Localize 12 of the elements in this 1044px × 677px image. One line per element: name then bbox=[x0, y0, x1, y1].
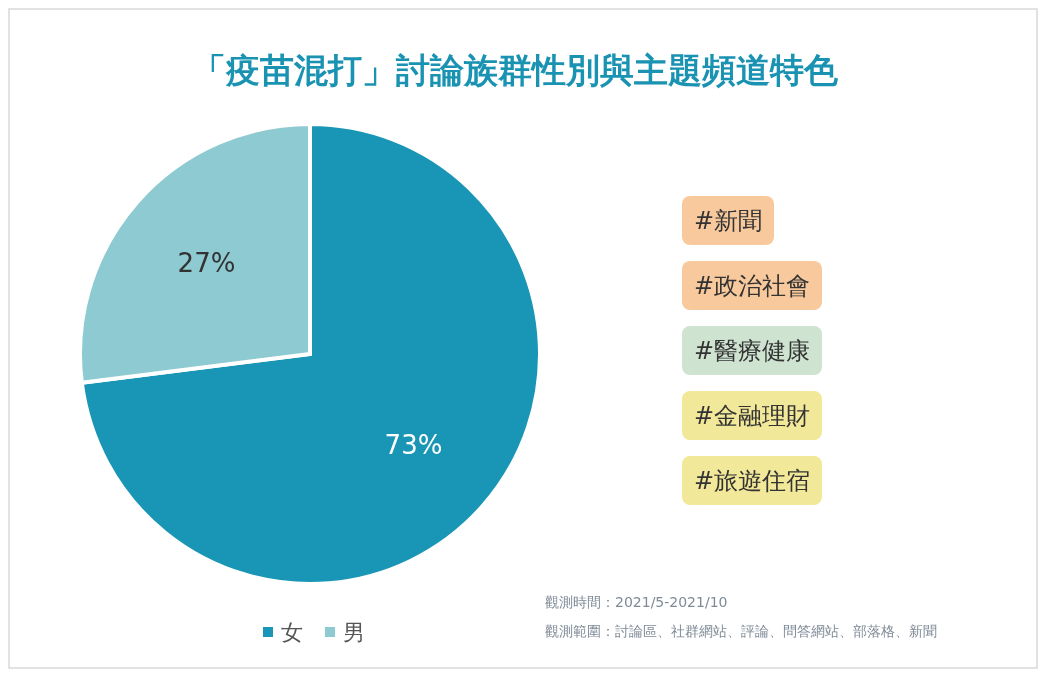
text: #金融理財 bbox=[693, 402, 811, 430]
text: 觀測時間：2021/5-2021/10 bbox=[545, 594, 728, 610]
text: #醫療健康 bbox=[693, 337, 811, 365]
legend-label: 女 bbox=[281, 619, 303, 645]
text: #新聞 bbox=[693, 207, 763, 235]
chart-title: 「疫苗混打」討論族群性別與主題頻道特色 bbox=[192, 50, 839, 90]
legend-label: 男 bbox=[343, 619, 365, 645]
text: 觀測範圍：討論區、社群網站、評論、問答網站、部落格、新聞 bbox=[545, 623, 937, 639]
data-label: 73% bbox=[384, 430, 443, 461]
text: #政治社會 bbox=[693, 272, 811, 300]
data-label: 27% bbox=[177, 247, 236, 278]
text: #旅遊住宿 bbox=[693, 467, 811, 495]
